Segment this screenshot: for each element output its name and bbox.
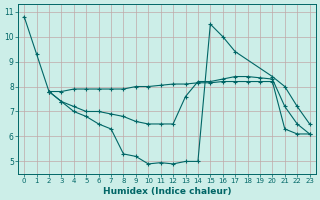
X-axis label: Humidex (Indice chaleur): Humidex (Indice chaleur) bbox=[103, 187, 231, 196]
